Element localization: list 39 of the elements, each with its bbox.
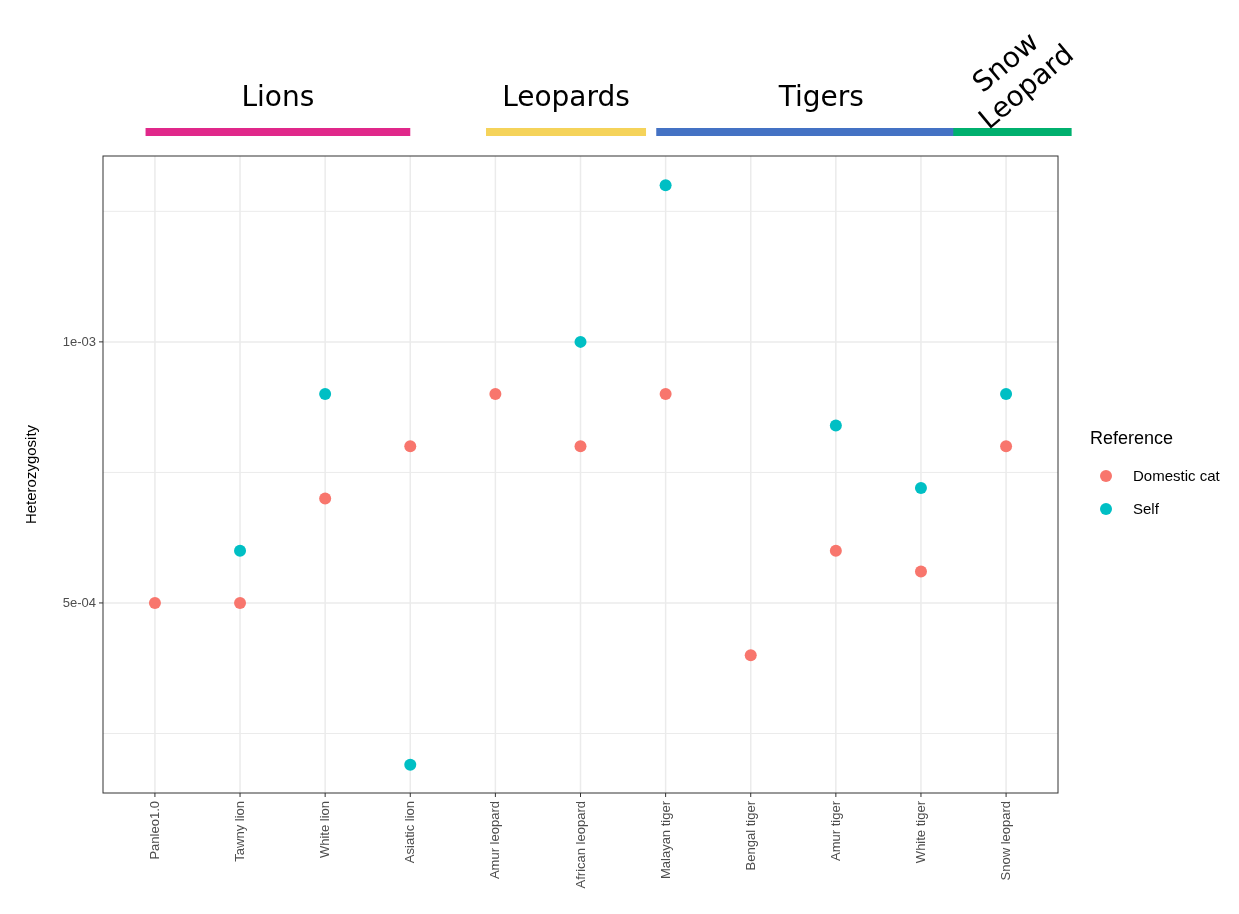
point xyxy=(914,482,927,495)
point xyxy=(574,440,587,453)
point xyxy=(404,758,417,771)
y-tick-label: 5e-04 xyxy=(62,595,96,611)
point xyxy=(1000,440,1013,453)
point xyxy=(1000,388,1013,401)
point xyxy=(659,179,672,192)
point xyxy=(914,565,927,578)
point xyxy=(234,544,247,557)
point xyxy=(319,492,332,505)
point xyxy=(574,335,587,348)
x-tick-label: Malayan tiger xyxy=(657,800,673,880)
point xyxy=(489,388,502,401)
point xyxy=(744,649,757,662)
text: Leopards xyxy=(502,80,630,113)
point xyxy=(148,596,161,609)
y-axis-title: Heterozygosity xyxy=(22,424,39,525)
text: Tigers xyxy=(777,80,864,113)
text: Lions xyxy=(241,80,315,113)
x-tick-label: African leopard xyxy=(572,801,588,889)
x-tick-label: Amur tiger xyxy=(827,800,843,861)
point xyxy=(234,596,247,609)
x-tick-label: White tiger xyxy=(912,800,928,864)
point xyxy=(659,388,672,401)
x-tick-label: Amur leopard xyxy=(487,801,503,880)
legend-title: Reference xyxy=(1090,428,1174,449)
x-tick-label: Asiatic lion xyxy=(402,801,418,864)
point xyxy=(404,440,417,453)
legend-label: Domestic cat xyxy=(1133,467,1221,485)
point xyxy=(829,419,842,432)
x-tick-label: Panleo1.0 xyxy=(146,801,162,860)
x-tick-label: Tawny lion xyxy=(232,801,248,862)
x-tick-label: Bengal tiger xyxy=(742,800,758,871)
y-tick-label: 1e-03 xyxy=(62,334,96,350)
x-tick-label: Snow leopard xyxy=(998,801,1014,881)
point xyxy=(829,544,842,557)
x-tick-label: White lion xyxy=(317,801,333,859)
point xyxy=(319,388,332,401)
legend-label: Self xyxy=(1133,500,1160,518)
